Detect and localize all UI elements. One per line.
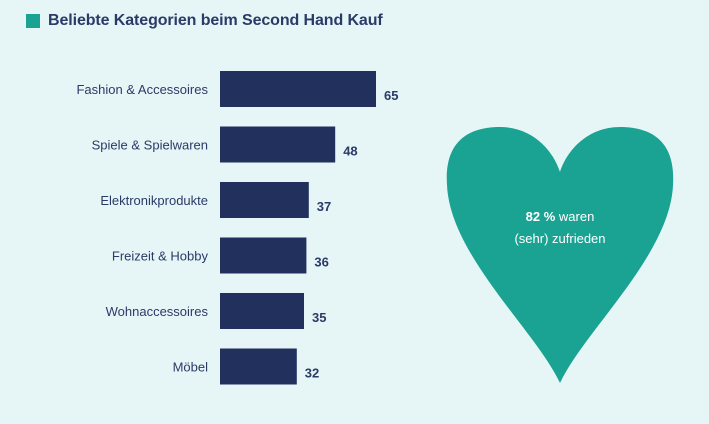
category-label-5: Möbel [173,360,209,375]
bar-5 [220,348,297,385]
category-label-0: Fashion & Accessoires [76,82,208,97]
satisfaction-text-1: waren [558,209,595,224]
heart-label: 82 % waren (sehr) zufrieden [470,206,650,250]
chart-title-wrap: Beliebte Kategorien beim Second Hand Kau… [26,12,383,30]
heart-shape [446,127,674,383]
category-label-3: Freizeit & Hobby [112,249,209,264]
heart-line-1: 82 % waren [470,206,650,228]
satisfaction-text-2: (sehr) zufrieden [514,231,606,246]
bar-0 [220,71,376,107]
value-label-5: 32 [305,366,319,381]
bar-2 [220,182,309,218]
category-label-1: Spiele & Spielwaren [92,138,208,153]
bar-4 [220,293,304,329]
bar-3 [220,237,307,274]
satisfaction-value: 82 % [525,209,556,224]
value-label-2: 37 [317,199,331,214]
value-label-0: 65 [384,88,398,103]
chart-title: Beliebte Kategorien beim Second Hand Kau… [48,12,383,29]
value-label-3: 36 [314,255,328,270]
category-label-4: Wohnaccessoires [106,304,209,319]
value-label-4: 35 [312,310,326,325]
bar-1 [220,126,336,163]
title-square-icon [26,14,40,28]
value-label-1: 48 [343,144,357,159]
category-label-2: Elektronikprodukte [100,193,208,208]
